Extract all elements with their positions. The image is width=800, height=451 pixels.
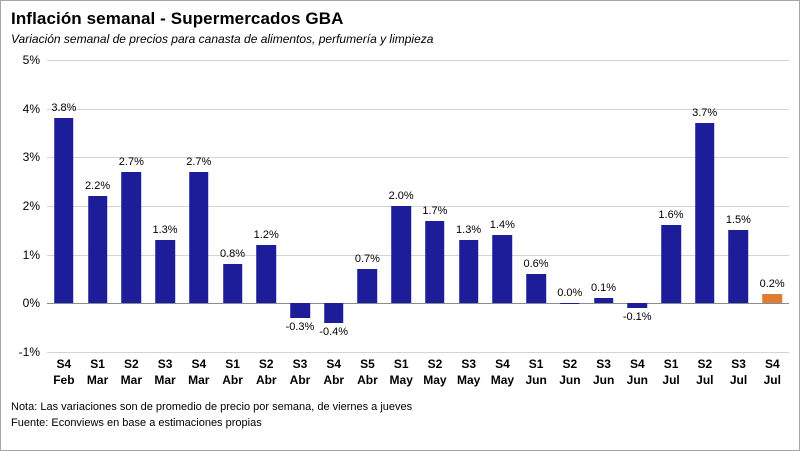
chart-footer: Nota: Las variaciones son de promedio de… xyxy=(11,400,789,431)
bar-value-label: 0.6% xyxy=(523,258,549,271)
zero-gridline xyxy=(47,303,789,305)
bar-s4-mar xyxy=(188,171,209,304)
x-tick-label: S4 Mar xyxy=(188,357,210,387)
bar-value-label: 0.7% xyxy=(354,253,380,266)
y-tick-label: 3% xyxy=(22,150,40,165)
chart-source: Fuente: Econviews en base a estimaciones… xyxy=(11,416,262,429)
bar-s2-mar xyxy=(121,171,142,304)
chart: 5% 4% 3% 2% 1% 0% -1% 3.8% 2.2% 2.7% 1.3% 2.7% 0.8%… xyxy=(11,53,789,388)
bar-value-label: 0.0% xyxy=(557,287,583,300)
x-tick-label: S3 Abr xyxy=(289,357,311,387)
x-tick-label: S1 Abr xyxy=(222,357,243,387)
x-tick-label: S2 Abr xyxy=(255,357,277,387)
bar-s2-jul xyxy=(694,123,715,304)
y-tick-label: 2% xyxy=(22,199,40,213)
bar-value-label: 1.7% xyxy=(422,204,448,217)
bar-value-label: 2.2% xyxy=(85,180,111,193)
bar-s1-mar xyxy=(87,196,108,304)
bar-s3-may xyxy=(458,240,479,304)
bar-s2-may xyxy=(425,220,445,304)
bar-value-label: 3.8% xyxy=(51,102,77,115)
bar-s3-jul xyxy=(728,230,749,304)
x-tick-label: S3 May xyxy=(457,357,481,387)
chart-note: Nota: Las variaciones son de promedio de… xyxy=(11,401,413,414)
x-tick-label: S1 Jun xyxy=(525,357,547,387)
x-tick-label: S2 Jun xyxy=(559,357,581,387)
bar-value-label: 0.8% xyxy=(219,248,246,261)
bar-s1-abr xyxy=(222,264,243,304)
chart-subtitle: Variación semanal de precios para canast… xyxy=(11,32,434,46)
gridline xyxy=(47,206,789,207)
gridline xyxy=(47,352,789,353)
x-tick-label: S1 May xyxy=(389,357,413,387)
bar-value-label: 1.4% xyxy=(489,219,515,232)
bar-s5-abr xyxy=(357,269,378,304)
y-axis: 5% 4% 3% 2% 1% 0% -1% xyxy=(11,53,47,359)
x-tick-label: S2 Mar xyxy=(120,357,142,387)
bar-value-label: 2.7% xyxy=(186,155,212,168)
bar-value-label: -0.3% xyxy=(285,320,315,333)
gridline xyxy=(47,254,789,256)
gridline xyxy=(47,108,789,110)
bar-s2-jun xyxy=(559,303,580,305)
x-tick-label: S2 Jul xyxy=(696,357,714,387)
plot-area: 3.8% 2.2% 2.7% 1.3% 2.7% 0.8% 1.2% -0.3% -0.4% 0.… xyxy=(47,60,789,353)
x-tick-label: S4 Jun xyxy=(626,357,649,387)
y-tick-label: 5% xyxy=(22,53,40,67)
bar-s4-abr xyxy=(323,303,344,323)
x-tick-label: S4 Jul xyxy=(763,357,781,387)
x-tick-label: S4 Abr xyxy=(323,357,345,387)
y-tick-label: 4% xyxy=(22,101,40,116)
bar-s3-abr xyxy=(290,303,310,318)
bar-value-label: -0.4% xyxy=(319,325,349,338)
bar-value-label: 0.1% xyxy=(590,282,617,295)
y-tick-label: 0% xyxy=(22,296,40,311)
bar-value-label: 2.0% xyxy=(388,190,414,202)
x-tick-label: S3 Mar xyxy=(154,357,176,387)
x-tick-label: S1 Mar xyxy=(86,357,109,387)
plot-wrap: 3.8% 2.2% 2.7% 1.3% 2.7% 0.8% 1.2% -0.3% -0.4% 0.… xyxy=(47,60,789,388)
bar-s1-may xyxy=(391,206,411,304)
bar-s2-abr xyxy=(256,244,276,304)
bar-s4-may xyxy=(492,235,513,304)
bar-s4-jun xyxy=(627,303,647,309)
page-title: Inflación semanal - Supermercados GBA xyxy=(11,9,344,28)
x-tick-label: S5 Abr xyxy=(357,357,378,387)
bar-s1-jun xyxy=(526,274,546,304)
bar-value-label: 0.2% xyxy=(759,277,785,290)
gridline xyxy=(47,60,789,61)
x-axis: S4 Feb S1 Mar S2 Mar S3 Mar S4 Mar S1 Abr S2 Abr S3 Abr… xyxy=(47,357,789,388)
bar-value-label: 1.2% xyxy=(253,228,279,241)
gridline xyxy=(47,157,789,159)
y-tick-label: 1% xyxy=(22,247,40,262)
x-tick-label: S3 Jul xyxy=(729,357,748,387)
bar-value-label: 1.5% xyxy=(725,214,751,227)
bar-value-label: -0.1% xyxy=(622,311,652,324)
bar-s3-jun xyxy=(593,298,614,304)
bar-s4-jul xyxy=(762,293,782,304)
bar-value-label: 1.6% xyxy=(658,209,684,222)
bar-s1-jul xyxy=(661,225,681,304)
bar-value-label: 2.7% xyxy=(118,155,144,168)
bar-s4-feb xyxy=(54,118,74,304)
x-tick-label: S2 May xyxy=(423,357,447,387)
x-tick-label: S4 Feb xyxy=(53,357,75,387)
bar-s3-mar xyxy=(155,240,175,304)
x-tick-label: S1 Jul xyxy=(662,357,680,387)
bar-value-label: 3.7% xyxy=(692,107,718,120)
x-tick-label: S3 Jun xyxy=(592,357,615,387)
bar-value-label: 1.3% xyxy=(152,224,178,237)
bar-value-label: 1.3% xyxy=(456,224,482,237)
x-tick-label: S4 May xyxy=(490,357,515,387)
y-tick-label: -1% xyxy=(18,345,40,359)
